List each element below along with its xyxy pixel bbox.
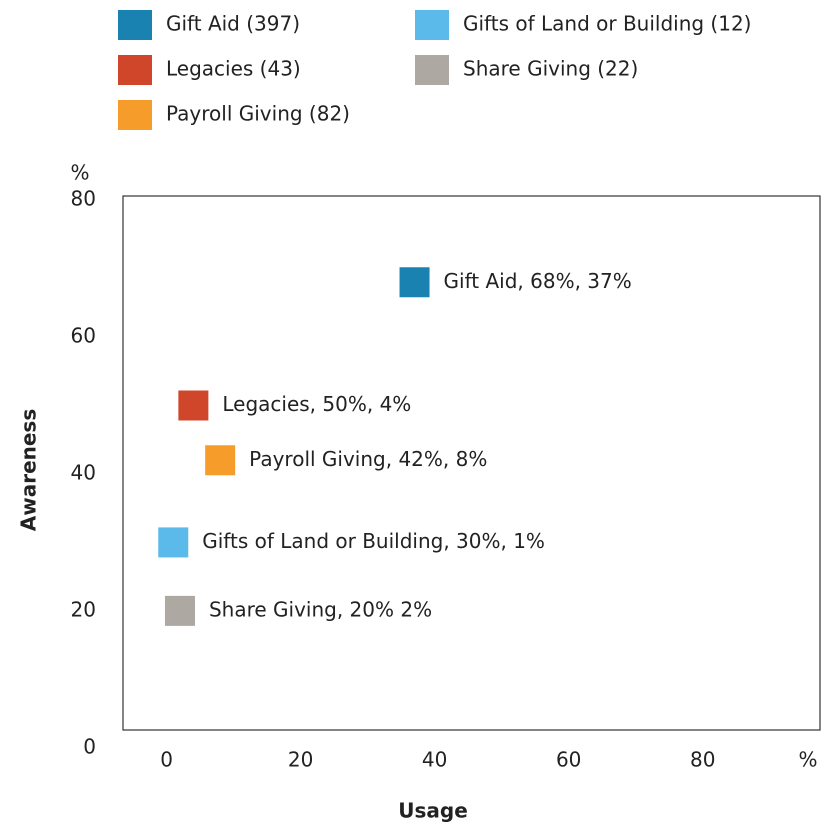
y-axis-label: Awareness	[17, 409, 41, 532]
x-tick-label: 20	[288, 748, 313, 772]
point-label: Share Giving, 20% 2%	[209, 597, 432, 621]
y-tick-label: 40	[71, 460, 96, 484]
point	[205, 445, 236, 476]
point-label: Legacies, 50%, 4%	[222, 392, 411, 416]
legend-swatch	[415, 55, 449, 85]
point-label: Payroll Giving, 42%, 8%	[249, 447, 487, 471]
y-unit: %	[70, 161, 89, 185]
legend-swatch	[118, 55, 152, 85]
point-label: Gift Aid, 68%, 37%	[444, 269, 632, 293]
y-tick-label: 80	[71, 187, 96, 211]
legend-label: Gifts of Land or Building (12)	[463, 12, 752, 36]
x-tick-label: 0	[160, 748, 173, 772]
legend-label: Gift Aid (397)	[166, 12, 300, 36]
legend-label: Legacies (43)	[166, 57, 301, 81]
point	[399, 267, 430, 298]
point	[164, 595, 195, 626]
legend-label: Payroll Giving (82)	[166, 102, 350, 126]
y-tick-label: 0	[83, 734, 96, 758]
x-unit: %	[798, 748, 817, 772]
x-tick-label: 60	[556, 748, 581, 772]
x-tick-label: 80	[690, 748, 715, 772]
plot-frame	[122, 195, 821, 731]
y-tick-label: 20	[71, 597, 96, 621]
point-label: Gifts of Land or Building, 30%, 1%	[202, 529, 545, 553]
legend-swatch	[118, 100, 152, 130]
x-axis-label: Usage	[398, 799, 468, 823]
point	[158, 527, 189, 558]
y-tick-label: 60	[71, 324, 96, 348]
legend-swatch	[415, 10, 449, 40]
point	[178, 390, 209, 421]
x-tick-label: 40	[422, 748, 447, 772]
legend-label: Share Giving (22)	[463, 57, 638, 81]
legend-swatch	[118, 10, 152, 40]
